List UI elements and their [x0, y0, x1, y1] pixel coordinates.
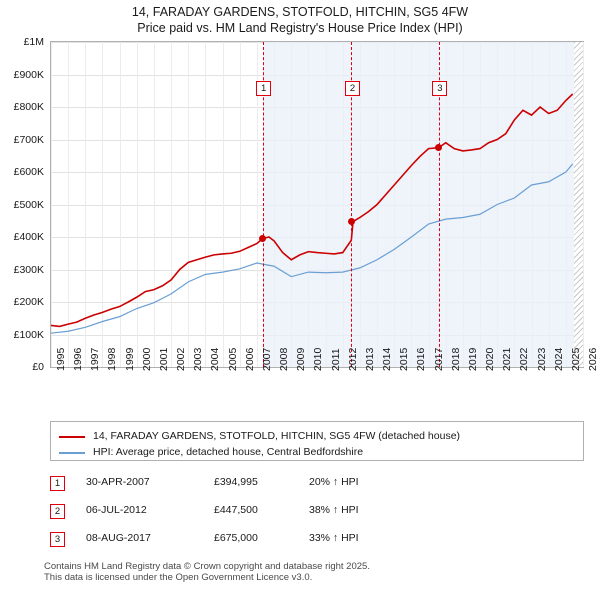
transaction-marker-line	[262, 42, 264, 367]
y-axis-tick-label: £600K	[13, 166, 44, 178]
x-axis-tick-label: 2014	[381, 347, 394, 371]
y-axis-tick-label: £1M	[23, 36, 44, 48]
table-row-price: £394,995	[214, 476, 258, 488]
table-row-price: £675,000	[214, 532, 258, 544]
grid-line-vertical	[205, 42, 207, 367]
y-axis-tick-label: £200K	[13, 296, 44, 308]
chart-legend: 14, FARADAY GARDENS, STOTFOLD, HITCHIN, …	[50, 421, 584, 461]
x-axis-tick-label: 1997	[89, 347, 102, 371]
grid-line-vertical	[51, 42, 52, 367]
highlight-band	[262, 42, 352, 367]
grid-line-vertical	[239, 42, 241, 367]
y-axis-tick-label: £300K	[13, 263, 44, 276]
x-axis-tick-label: 1995	[55, 347, 67, 371]
x-axis-tick-label: 2019	[466, 347, 479, 371]
x-axis-tick-label: 2011	[329, 348, 342, 371]
transaction-marker-box[interactable]: 1	[256, 81, 272, 96]
page-title: 14, FARADAY GARDENS, STOTFOLD, HITCHIN, …	[0, 4, 600, 36]
y-axis-tick-label: £800K	[13, 101, 44, 113]
table-row-hpi: 38% ↑ HPI	[309, 504, 359, 516]
grid-line-vertical	[136, 42, 138, 367]
y-axis-tick-label: £900K	[13, 68, 44, 81]
x-axis-tick-label: 2002	[175, 347, 188, 371]
footer-attribution: Contains HM Land Registry data © Crown c…	[44, 561, 584, 583]
footer-line-1: Contains HM Land Registry data © Crown c…	[44, 561, 370, 572]
table-row-index: 3	[50, 532, 65, 547]
x-axis-tick-label: 2026	[587, 347, 599, 371]
transaction-marker-box[interactable]: 2	[344, 81, 360, 96]
x-axis-tick-label: 2004	[209, 347, 222, 371]
grid-line-vertical	[68, 42, 70, 367]
x-axis-tick-label: 2009	[295, 347, 308, 371]
grid-line-vertical	[256, 42, 258, 367]
table-row-date: 06-JUL-2012	[86, 504, 147, 516]
title-line-2: Price paid vs. HM Land Registry's House …	[137, 21, 463, 35]
x-axis-tick-label: 2000	[140, 347, 153, 371]
y-axis-tick-label: £100K	[13, 328, 44, 341]
table-row-hpi: 33% ↑ HPI	[309, 532, 359, 544]
legend-label-0: 14, FARADAY GARDENS, STOTFOLD, HITCHIN, …	[93, 430, 461, 442]
table-row-date: 08-AUG-2017	[86, 532, 151, 544]
footer-line-2: This data is licensed under the Open Gov…	[44, 572, 313, 583]
grid-line-vertical	[583, 42, 584, 367]
no-data-hatch	[573, 42, 583, 367]
table-row-index: 1	[50, 476, 65, 491]
y-axis-tick-label: £700K	[13, 133, 44, 146]
y-axis-tick-label: £500K	[13, 198, 44, 211]
x-axis-tick-label: 2020	[484, 347, 497, 371]
transaction-point[interactable]	[435, 144, 443, 152]
transaction-marker-line	[351, 42, 353, 367]
transaction-point[interactable]	[347, 218, 355, 226]
highlight-band	[351, 42, 439, 367]
grid-line-vertical	[85, 42, 87, 367]
x-axis-tick-label: 1999	[123, 347, 136, 371]
x-axis-tick-label: 1996	[72, 347, 85, 371]
x-axis-tick-label: 2021	[501, 347, 514, 371]
x-axis-tick-label: 2012	[346, 347, 359, 371]
x-axis-tick-label: 2016	[415, 347, 428, 371]
x-axis-tick-label: 2008	[278, 347, 291, 371]
x-axis-tick-label: 2022	[518, 347, 531, 371]
transaction-marker-box[interactable]: 3	[432, 81, 448, 96]
table-row-index: 2	[50, 504, 65, 519]
x-axis-tick-label: 2023	[535, 347, 548, 371]
series-line	[51, 93, 574, 328]
x-axis-tick-label: 2007	[260, 347, 273, 371]
x-axis-tick-label: 2006	[243, 347, 256, 371]
title-line-1: 14, FARADAY GARDENS, STOTFOLD, HITCHIN, …	[131, 5, 469, 19]
x-axis-tick-label: 2013	[363, 347, 376, 371]
x-axis-tick-label: 2005	[226, 347, 239, 371]
x-axis-tick-label: 2015	[398, 347, 411, 371]
series-container	[51, 93, 574, 334]
transaction-marker-line	[438, 42, 440, 367]
transaction-point[interactable]	[259, 235, 267, 243]
legend-swatch-1	[59, 452, 85, 454]
grid-line-vertical	[153, 42, 155, 367]
table-row-date: 30-APR-2007	[86, 476, 150, 488]
x-axis-tick-label: 2017	[432, 347, 445, 371]
x-axis-tick-label: 2010	[312, 347, 325, 371]
y-axis-tick-label: £0	[32, 361, 44, 373]
legend-swatch-0	[59, 436, 85, 438]
x-axis-tick-label: 2025	[569, 347, 582, 371]
grid-line-vertical	[102, 42, 104, 367]
table-row-hpi: 20% ↑ HPI	[309, 476, 359, 488]
table-row-price: £447,500	[214, 504, 258, 516]
highlight-band	[438, 42, 574, 367]
grid-line-vertical	[188, 42, 190, 367]
y-axis-tick-label: £400K	[13, 231, 44, 243]
grid-line-vertical	[119, 42, 121, 367]
x-axis-tick-label: 1998	[106, 347, 119, 371]
x-axis-tick-label: 2024	[552, 347, 565, 371]
grid-line-vertical	[171, 42, 173, 367]
series-line	[51, 163, 574, 334]
x-axis-tick-label: 2003	[192, 347, 205, 371]
x-axis-tick-label: 2018	[449, 347, 462, 371]
chart-plot-area: 1 2 3	[50, 41, 584, 368]
legend-label-1: HPI: Average price, detached house, Cent…	[93, 446, 364, 458]
grid-line-vertical	[222, 42, 224, 367]
x-axis-tick-label: 2001	[157, 347, 170, 371]
